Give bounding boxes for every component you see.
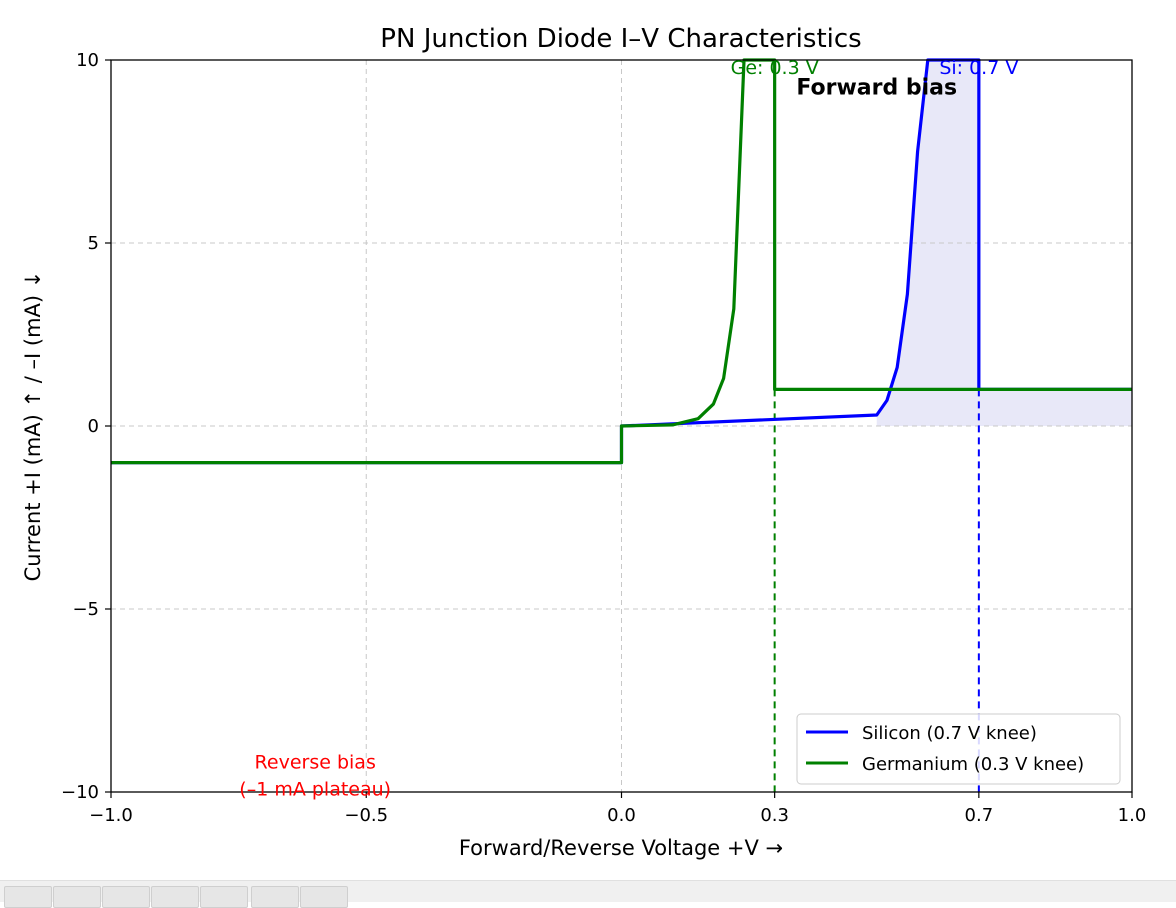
configure-button[interactable] [251,886,299,908]
x-tick-label: 0.7 [965,805,994,826]
y-tick-label: −5 [72,599,99,620]
y-tick-label: 10 [76,50,99,71]
reverse-bias-annotation: Reverse bias [255,752,376,774]
x-tick-label: 0.0 [607,805,636,826]
back-button[interactable] [53,886,101,908]
zoom-button[interactable] [200,886,248,908]
x-tick-label: −0.5 [344,805,388,826]
legend: Silicon (0.7 V knee) Germanium (0.3 V kn… [796,713,1121,785]
y-tick-label: −10 [61,782,99,803]
x-tick-label: 1.0 [1118,805,1147,826]
y-axis-label: Current +I (mA) ↑ / –I (mA) ↓ [21,271,45,582]
legend-box [796,713,1121,785]
si-knee-annotation: Si: 0.7 V [939,57,1018,79]
home-button[interactable] [4,886,52,908]
x-tick-label: 0.3 [760,805,789,826]
chart-title: PN Junction Diode I–V Characteristics [380,24,861,54]
forward-button[interactable] [102,886,150,908]
legend-label-germanium: Germanium (0.3 V knee) [862,754,1084,775]
x-tick-label: −1.0 [89,805,133,826]
grid-lines [111,60,1132,792]
forward-bias-shade [876,60,1132,426]
reverse-bias-plateau-annotation: (–1 mA plateau) [239,778,391,800]
series-line-germanium [111,58,1132,465]
legend-label-silicon: Silicon (0.7 V knee) [862,723,1037,744]
save-button[interactable] [300,886,348,908]
y-tick-label: 5 [88,233,99,254]
plot-toolbar [0,880,1176,908]
x-axis-label: Forward/Reverse Voltage +V → [459,836,783,860]
pan-button[interactable] [151,886,199,908]
forward-bias-annotation: Forward bias [796,75,957,100]
ge-knee-annotation: Ge: 0.3 V [731,57,819,79]
y-tick-label: 0 [88,416,99,437]
